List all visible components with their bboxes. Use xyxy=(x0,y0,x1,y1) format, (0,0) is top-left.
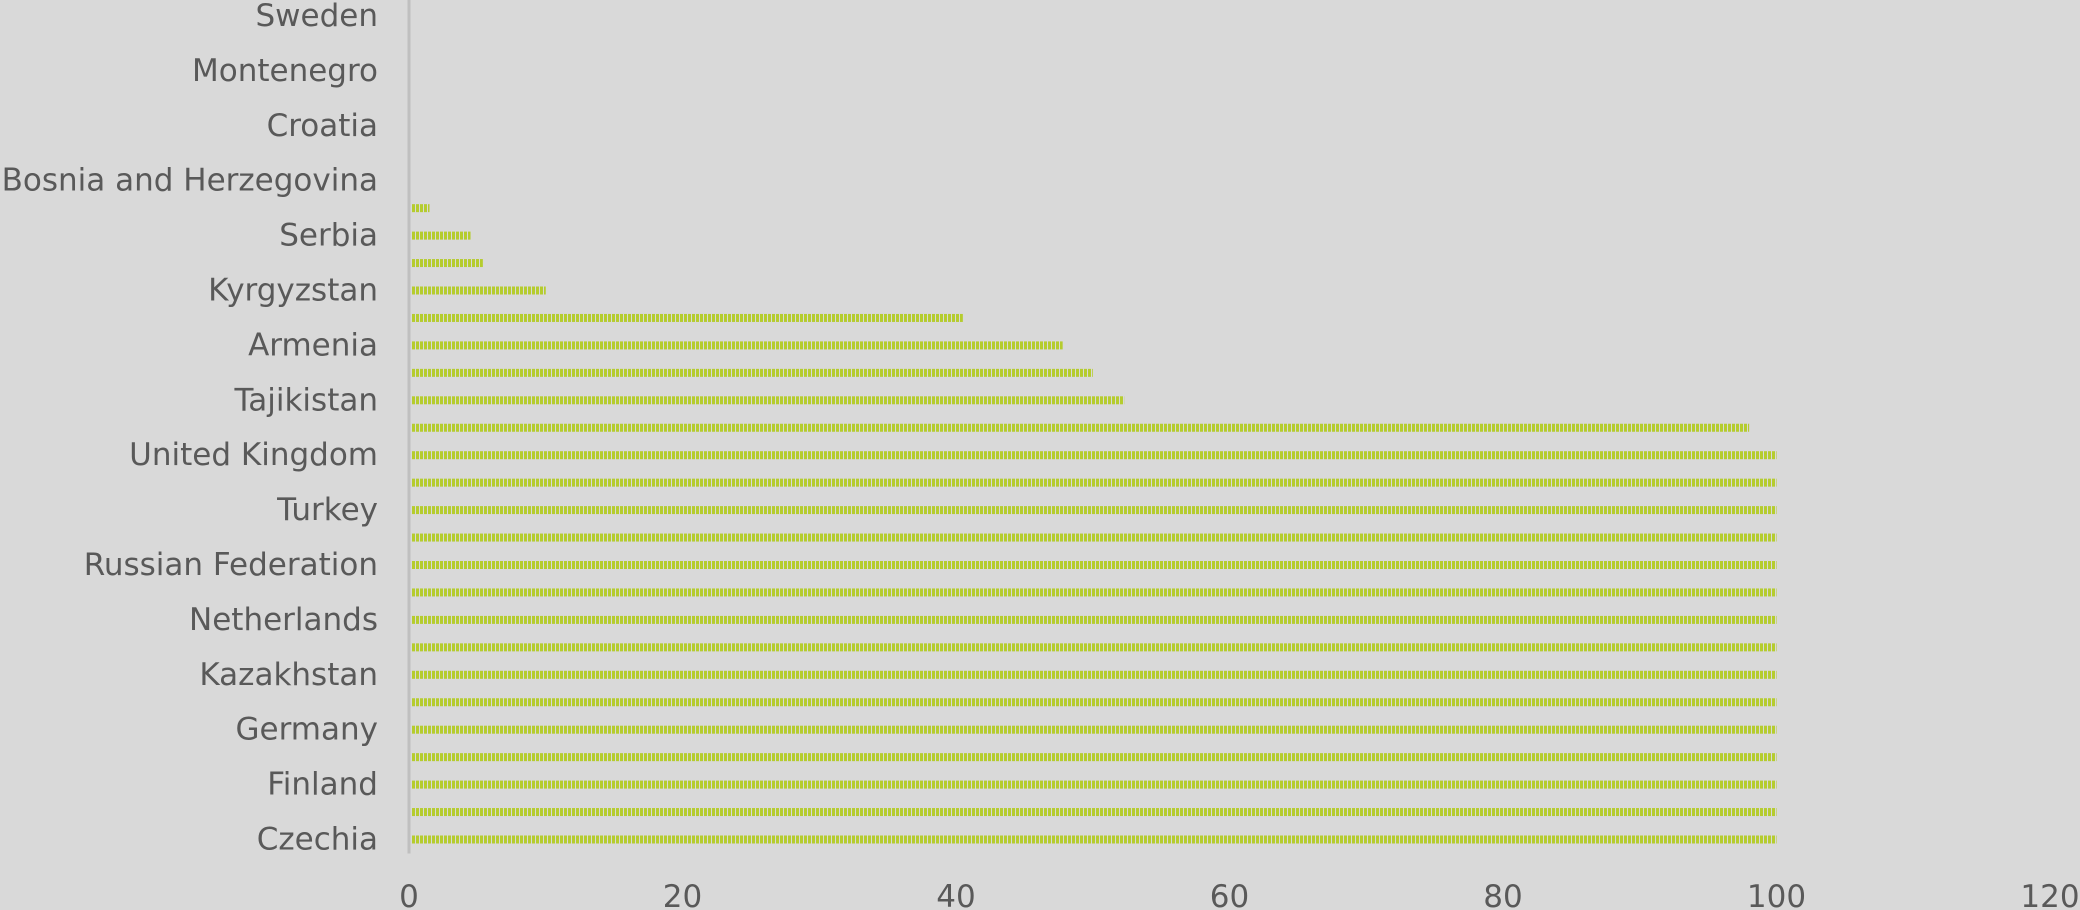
category-label: Czechia xyxy=(257,822,378,858)
bar xyxy=(411,313,963,322)
x-tick-label: 60 xyxy=(1210,879,1249,910)
bar xyxy=(411,561,1777,569)
bar xyxy=(411,808,1777,817)
x-tick-labels-group: 0 20 40 60 80 100 120 xyxy=(399,879,2079,910)
category-label: United Kingdom xyxy=(129,437,378,473)
bar xyxy=(411,725,1777,734)
bar xyxy=(411,698,1777,707)
category-label: Netherlands xyxy=(189,602,378,638)
bars-group xyxy=(411,204,1777,844)
bar xyxy=(411,780,1777,789)
bar xyxy=(411,286,546,295)
category-label: Germany xyxy=(236,712,378,748)
bar xyxy=(411,615,1777,624)
bar xyxy=(411,423,1750,432)
category-label: Turkey xyxy=(276,492,378,528)
category-label: Sweden xyxy=(255,0,378,34)
bar xyxy=(411,835,1777,844)
bar xyxy=(411,451,1777,460)
category-label: Russian Federation xyxy=(84,547,378,583)
bar xyxy=(411,643,1777,652)
category-labels-group: Sweden Montenegro Croatia Bosnia and Herzeg… xyxy=(2,0,378,858)
bar xyxy=(411,670,1777,679)
bar xyxy=(411,533,1777,542)
x-tick-label: 20 xyxy=(663,879,702,910)
x-tick-label: 80 xyxy=(1483,879,1522,910)
category-label: Armenia xyxy=(248,327,378,363)
category-label: Finland xyxy=(267,767,378,803)
bar xyxy=(411,478,1777,487)
x-tick-label: 40 xyxy=(936,879,975,910)
x-tick-label: 100 xyxy=(1747,879,1806,910)
category-label: Bosnia and Herzegovina xyxy=(2,163,378,199)
category-label: Kyrgyzstan xyxy=(208,273,378,309)
bar xyxy=(411,231,471,240)
category-label: Tajikistan xyxy=(233,382,378,418)
bar xyxy=(411,396,1125,405)
category-label: Serbia xyxy=(279,218,378,254)
category-label: Croatia xyxy=(267,108,378,144)
bar xyxy=(411,368,1093,377)
category-label: Kazakhstan xyxy=(199,657,378,693)
bar xyxy=(411,341,1063,350)
x-tick-label: 0 xyxy=(399,879,419,910)
bar xyxy=(411,259,483,268)
bar xyxy=(411,588,1777,597)
category-label: Montenegro xyxy=(192,53,378,89)
bar xyxy=(411,753,1777,762)
bar xyxy=(411,506,1777,515)
x-tick-label: 120 xyxy=(2020,879,2079,910)
bar xyxy=(411,204,430,213)
